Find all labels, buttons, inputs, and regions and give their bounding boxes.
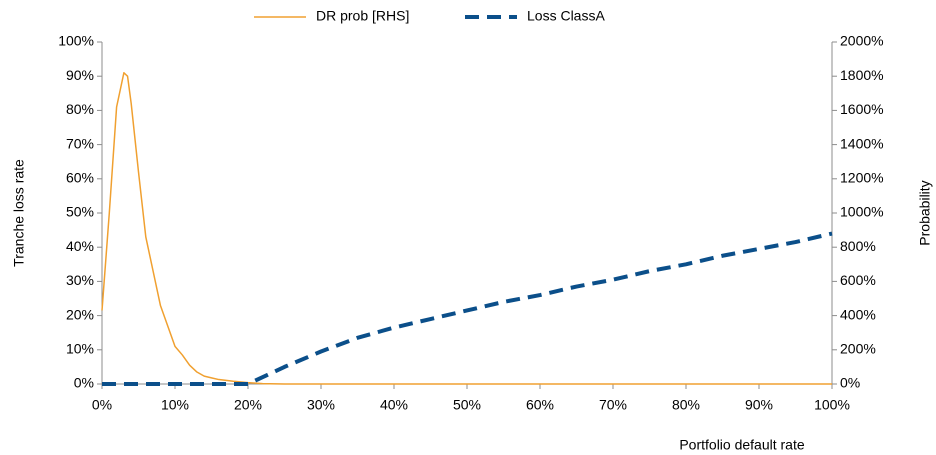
- x-tick-label: 20%: [234, 397, 262, 413]
- y-tick-label: 0%: [74, 375, 94, 391]
- y2-tick-label: 200%: [840, 341, 876, 357]
- y-tick-label: 20%: [66, 306, 94, 322]
- x-tick-label: 100%: [814, 397, 850, 413]
- x-tick-label: 80%: [672, 397, 700, 413]
- series-line: [101, 72, 832, 385]
- legend-label: Loss ClassA: [527, 8, 605, 24]
- y-tick-label: 80%: [66, 101, 94, 117]
- y2-axis-title: Probability: [917, 180, 933, 245]
- y-tick-label: 50%: [66, 204, 94, 220]
- y-tick-label: 100%: [58, 33, 94, 49]
- y2-tick-label: 2000%: [840, 33, 884, 49]
- legend-label: DR prob [RHS]: [316, 8, 409, 24]
- y2-tick-label: 1800%: [840, 67, 884, 83]
- y2-tick-label: 400%: [840, 306, 876, 322]
- y-tick-label: 10%: [66, 341, 94, 357]
- y2-tick-label: 1000%: [840, 204, 884, 220]
- y-tick-label: 70%: [66, 135, 94, 151]
- x-tick-label: 60%: [526, 397, 554, 413]
- x-tick-label: 50%: [453, 397, 481, 413]
- y-axis-title: Tranche loss rate: [11, 159, 27, 267]
- y2-tick-label: 1600%: [840, 101, 884, 117]
- x-tick-label: 70%: [599, 397, 627, 413]
- y-tick-label: 90%: [66, 67, 94, 83]
- x-tick-label: 10%: [161, 397, 189, 413]
- x-tick-label: 90%: [745, 397, 773, 413]
- x-tick-label: 0%: [92, 397, 112, 413]
- y2-tick-label: 1200%: [840, 170, 884, 186]
- y-tick-label: 30%: [66, 272, 94, 288]
- series-line: [102, 231, 833, 386]
- x-axis-title: Portfolio default rate: [679, 437, 805, 453]
- y2-tick-label: 600%: [840, 272, 876, 288]
- y-tick-label: 60%: [66, 170, 94, 186]
- x-tick-label: 40%: [380, 397, 408, 413]
- y2-tick-label: 800%: [840, 238, 876, 254]
- y-tick-label: 40%: [66, 238, 94, 254]
- y2-tick-label: 1400%: [840, 135, 884, 151]
- y2-tick-label: 0%: [840, 375, 860, 391]
- x-tick-label: 30%: [307, 397, 335, 413]
